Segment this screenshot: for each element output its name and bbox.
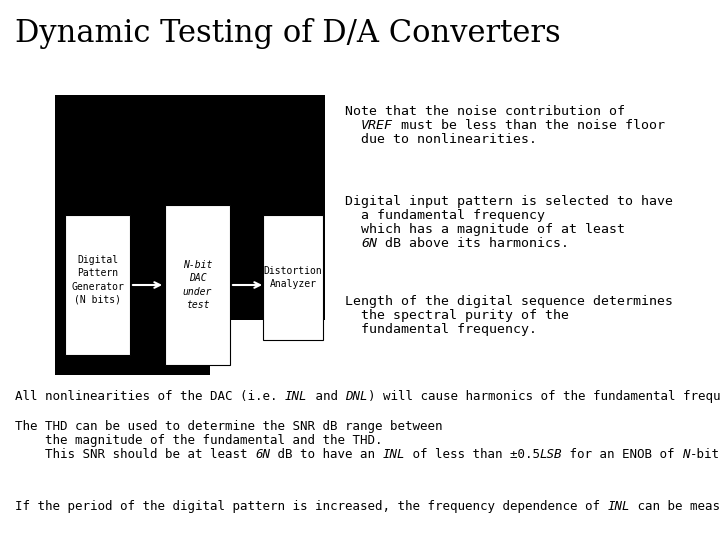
- Text: dB to have an: dB to have an: [270, 448, 382, 461]
- Text: -bits.: -bits.: [690, 448, 720, 461]
- Polygon shape: [55, 95, 325, 375]
- Text: N-bit
DAC
under
test: N-bit DAC under test: [183, 260, 212, 310]
- Text: can be measured.: can be measured.: [630, 500, 720, 513]
- Bar: [165, 205, 230, 365]
- Text: This SNR should be at least: This SNR should be at least: [15, 448, 255, 461]
- Text: LSB: LSB: [540, 448, 562, 461]
- Text: must be less than the noise floor: must be less than the noise floor: [393, 119, 665, 132]
- Text: INL: INL: [608, 500, 630, 513]
- Text: for an ENOB of: for an ENOB of: [562, 448, 683, 461]
- Text: Digital input pattern is selected to have: Digital input pattern is selected to hav…: [345, 195, 673, 208]
- Text: of less than ±0.5: of less than ±0.5: [405, 448, 540, 461]
- Text: Distortion
Analyzer: Distortion Analyzer: [264, 266, 323, 289]
- Text: DNL: DNL: [345, 390, 367, 403]
- Text: 6N: 6N: [255, 448, 270, 461]
- Text: a fundamental frequency: a fundamental frequency: [345, 209, 545, 222]
- Text: dB above its harmonics.: dB above its harmonics.: [377, 237, 569, 250]
- Text: INL: INL: [285, 390, 307, 403]
- Text: Dynamic Testing of D/A Converters: Dynamic Testing of D/A Converters: [15, 18, 561, 49]
- Text: due to nonlinearities.: due to nonlinearities.: [345, 133, 537, 146]
- Text: N: N: [683, 448, 690, 461]
- Text: Length of the digital sequence determines: Length of the digital sequence determine…: [345, 295, 673, 308]
- Bar: [263, 215, 323, 340]
- Text: VREF: VREF: [361, 119, 393, 132]
- Text: fundamental frequency.: fundamental frequency.: [345, 323, 537, 336]
- Text: and: and: [307, 390, 345, 403]
- Text: All nonlinearities of the DAC (i.e.: All nonlinearities of the DAC (i.e.: [15, 390, 285, 403]
- Text: The THD can be used to determine the SNR dB range between: The THD can be used to determine the SNR…: [15, 420, 443, 433]
- Text: ) will cause harmonics of the fundamental frequency: ) will cause harmonics of the fundamenta…: [367, 390, 720, 403]
- Text: the spectral purity of the: the spectral purity of the: [345, 309, 569, 322]
- Text: Note that the noise contribution of: Note that the noise contribution of: [345, 105, 625, 118]
- Text: which has a magnitude of at least: which has a magnitude of at least: [345, 223, 625, 236]
- Text: If the period of the digital pattern is increased, the frequency dependence of: If the period of the digital pattern is …: [15, 500, 608, 513]
- Text: 6N: 6N: [361, 237, 377, 250]
- Text: the magnitude of the fundamental and the THD.: the magnitude of the fundamental and the…: [15, 434, 382, 447]
- Bar: [65, 215, 130, 355]
- Text: INL: INL: [382, 448, 405, 461]
- Text: Digital
Pattern
Generator
(N bits): Digital Pattern Generator (N bits): [71, 255, 124, 305]
